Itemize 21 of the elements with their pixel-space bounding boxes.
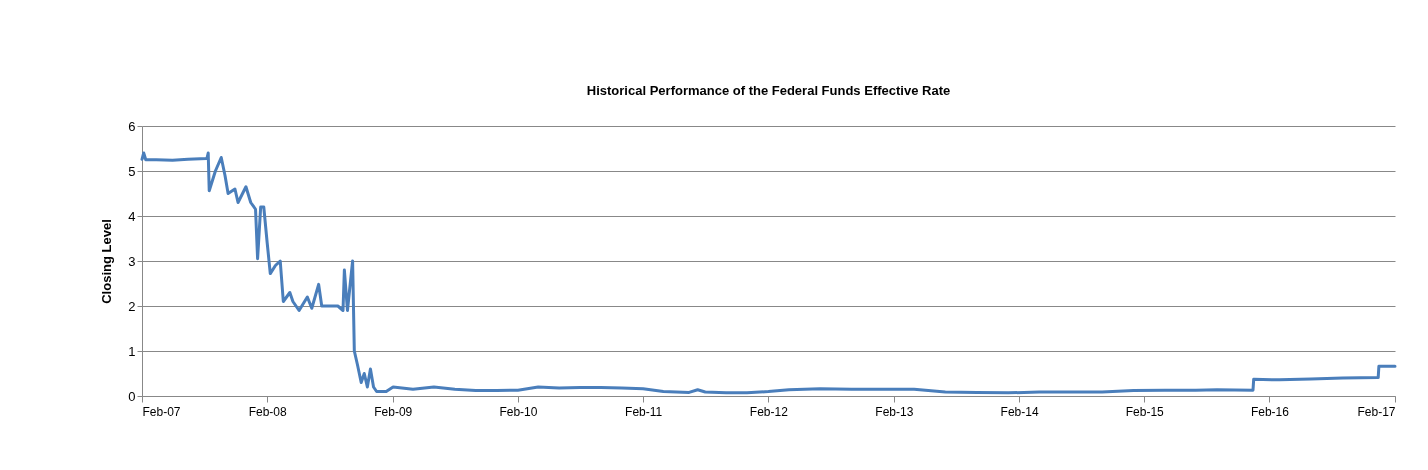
y-tick-label: 1 [128,343,136,359]
y-tick-label: 6 [128,118,136,134]
x-tick-label: Feb-07 [142,404,181,419]
x-tick-label: Feb-11 [625,404,663,419]
x-tick-label: Feb-17 [1357,404,1396,419]
y-axis-title: Closing Level [99,219,115,304]
chart-title: Historical Performance of the Federal Funds Effective Rate [586,83,951,98]
y-tick-label: 3 [128,253,136,269]
line-series [140,151,1397,395]
x-tick-label: Feb-14 [1000,404,1039,419]
x-tick-label: Feb-16 [1250,404,1290,419]
x-tick-label: Feb-15 [1125,404,1165,419]
y-tick-label: 5 [128,163,136,179]
x-tick-label: Feb-10 [499,404,538,419]
x-tick-label: Feb-12 [749,404,789,419]
x-tick-label: Feb-09 [374,404,413,419]
y-tick-label: 2 [128,298,136,314]
y-tick-label: 4 [128,208,136,224]
x-tick-label: Feb-13 [875,404,914,419]
y-tick-label: 0 [128,388,136,404]
x-tick-label: Feb-08 [248,404,288,419]
